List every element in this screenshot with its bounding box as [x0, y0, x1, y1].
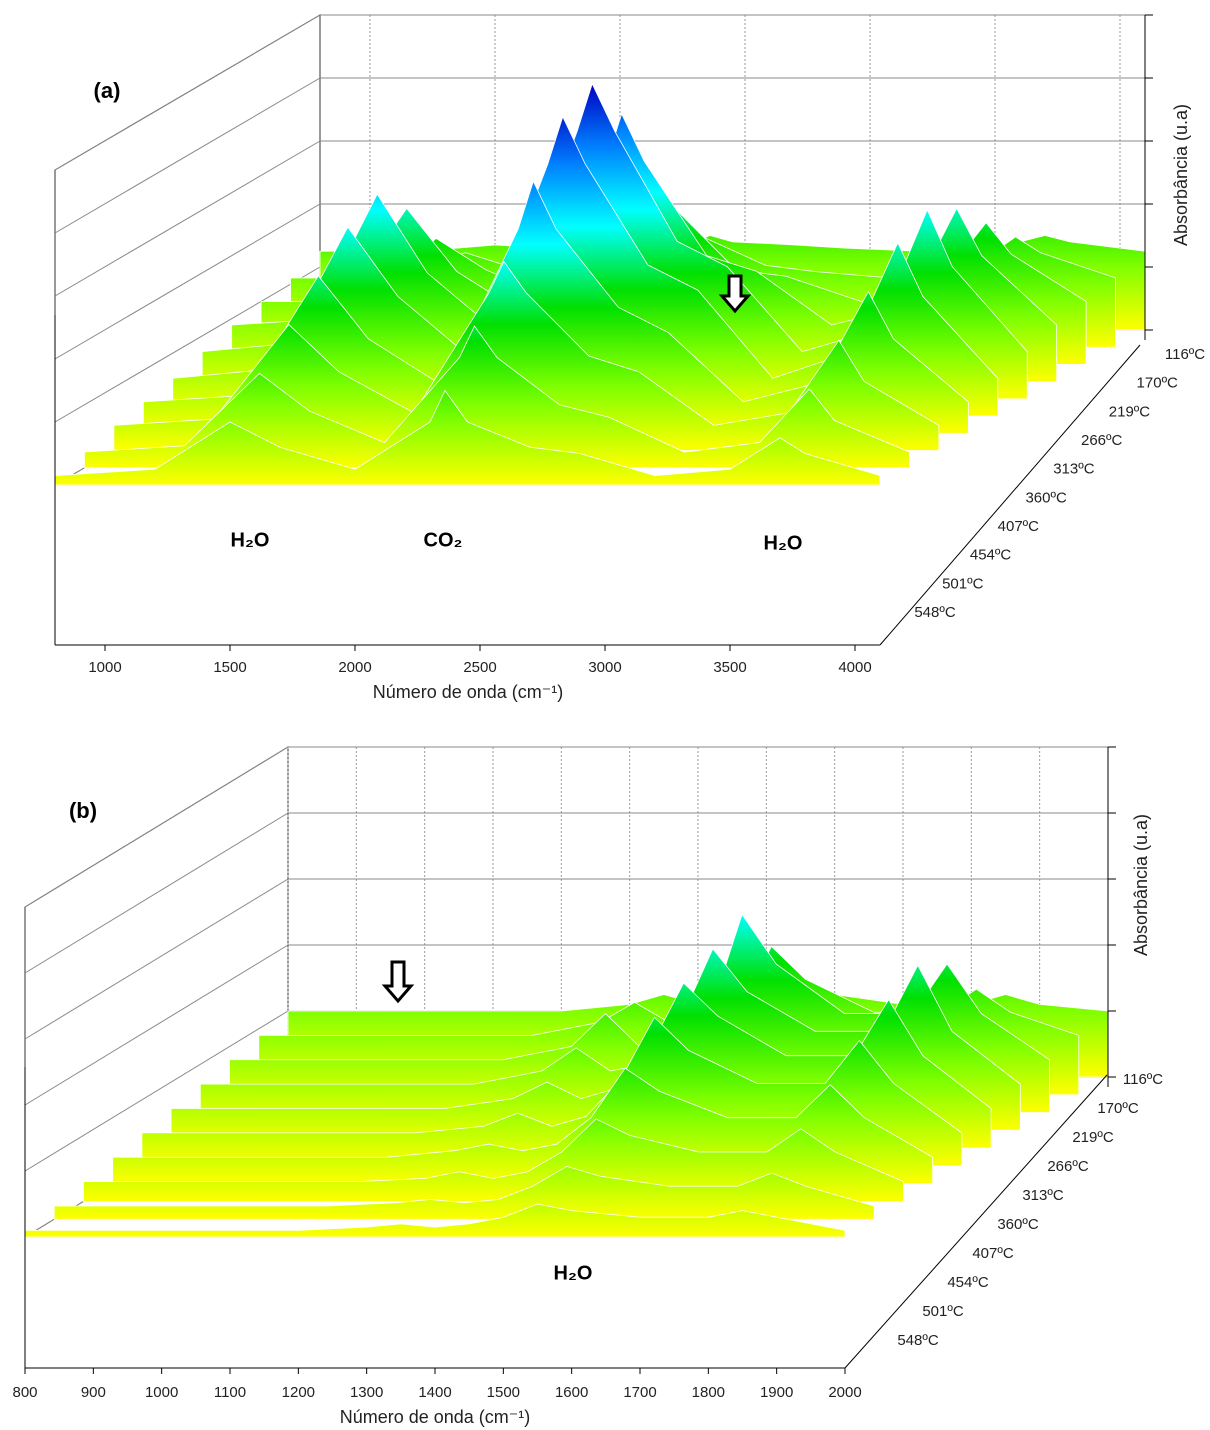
- x-tick-label: 1500: [213, 659, 246, 676]
- series-label: 454ºC: [947, 1274, 989, 1291]
- figure: 116ºC 170ºC 219ºC 266ºC 313ºC 360ºC 407ºC 454ºC…: [0, 0, 1210, 1430]
- x-tick-label: 2000: [828, 1384, 861, 1401]
- series-label: 266ºC: [1047, 1158, 1089, 1175]
- z-axis-label: Absorbância (u.a): [1171, 104, 1191, 246]
- x-tick-label: 1800: [692, 1384, 725, 1401]
- x-tick-label: 800: [12, 1384, 37, 1401]
- x-axis-label: Número de onda (cm⁻¹): [340, 1407, 531, 1427]
- panel-title: (a): [94, 78, 121, 103]
- panel-title: (b): [69, 798, 97, 823]
- x-tick-label: 1200: [282, 1384, 315, 1401]
- x-axis-label: Número de onda (cm⁻¹): [373, 682, 564, 702]
- panel: 116ºC 170ºC 219ºC 266ºC 313ºC 360ºC 407ºC 454ºC…: [12, 747, 1163, 1427]
- series-label: 501ºC: [922, 1303, 964, 1320]
- x-tick-label: 2500: [463, 659, 496, 676]
- front-wall: [55, 485, 880, 645]
- series-label: 170ºC: [1097, 1100, 1139, 1117]
- x-tick-label: 1000: [88, 659, 121, 676]
- z-axis-label: Absorbância (u.a): [1131, 814, 1151, 956]
- panel: 116ºC 170ºC 219ºC 266ºC 313ºC 360ºC 407ºC 454ºC…: [55, 15, 1205, 702]
- series-label: 501ºC: [942, 575, 984, 592]
- series-label: 313ºC: [1053, 461, 1095, 478]
- series-label: 407ºC: [972, 1245, 1014, 1262]
- series-label: 360ºC: [1025, 489, 1067, 506]
- series-label: 219ºC: [1109, 403, 1151, 420]
- series-label: 548ºC: [897, 1332, 939, 1349]
- x-tick-label: 3500: [713, 659, 746, 676]
- x-tick-label: 1500: [487, 1384, 520, 1401]
- annotation: H₂O: [554, 1262, 593, 1284]
- x-tick-label: 2000: [338, 659, 371, 676]
- series-label: 170ºC: [1137, 375, 1179, 392]
- series-label: 116ºC: [1123, 1071, 1163, 1088]
- series-label: 548ºC: [914, 604, 956, 621]
- series-label: 116ºC: [1165, 346, 1205, 363]
- x-tick-label: 1300: [350, 1384, 383, 1401]
- annotation: H₂O: [231, 529, 270, 551]
- series-label: 360ºC: [997, 1216, 1039, 1233]
- x-tick-label: 1900: [760, 1384, 793, 1401]
- series-label: 219ºC: [1072, 1129, 1114, 1146]
- x-tick-label: 1600: [555, 1384, 588, 1401]
- x-tick-label: 900: [81, 1384, 106, 1401]
- annotation: CO₂: [424, 529, 463, 551]
- x-tick-label: 1400: [418, 1384, 451, 1401]
- series-label: 454ºC: [970, 547, 1012, 564]
- x-tick-label: 1700: [623, 1384, 656, 1401]
- series-label: 407ºC: [998, 518, 1040, 535]
- panels: 116ºC 170ºC 219ºC 266ºC 313ºC 360ºC 407ºC 454ºC…: [12, 15, 1205, 1427]
- x-tick-label: 1100: [214, 1384, 246, 1401]
- x-tick-label: 4000: [838, 659, 871, 676]
- x-tick-label: 1000: [145, 1384, 178, 1401]
- series-label: 313ºC: [1022, 1187, 1064, 1204]
- front-wall: [25, 1237, 845, 1368]
- x-tick-label: 3000: [588, 659, 621, 676]
- series-label: 266ºC: [1081, 432, 1123, 449]
- annotation: H₂O: [764, 532, 803, 554]
